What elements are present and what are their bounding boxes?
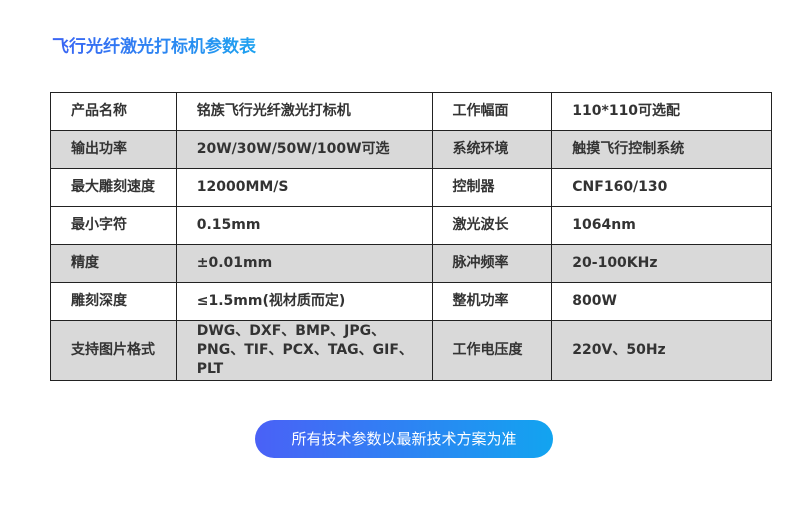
spec-table: 产品名称 铭族飞行光纤激光打标机 工作幅面 110*110可选配 输出功率 20W/30W… <box>50 92 772 381</box>
spec-label: 激光波长 <box>431 206 553 245</box>
spec-label: 输出功率 <box>50 130 177 169</box>
spec-value: 12000MM/S <box>175 168 433 207</box>
spec-label: 产品名称 <box>50 92 177 131</box>
spec-value: 铭族飞行光纤激光打标机 <box>175 92 433 131</box>
spec-label: 系统环境 <box>431 130 553 169</box>
spec-value: DWG、DXF、BMP、JPG、PNG、TIF、PCX、TAG、GIF、PLT <box>175 320 433 381</box>
spec-value: ≤1.5mm(视材质而定) <box>175 282 433 321</box>
tech-note-button[interactable]: 所有技术参数以最新技术方案为准 <box>255 420 553 458</box>
table-row: 支持图片格式 DWG、DXF、BMP、JPG、PNG、TIF、PCX、TAG、GI… <box>50 320 772 381</box>
table-row: 雕刻深度 ≤1.5mm(视材质而定) 整机功率 800W <box>50 282 772 321</box>
page-title: 飞行光纤激光打标机参数表 <box>52 32 256 57</box>
table-row: 产品名称 铭族飞行光纤激光打标机 工作幅面 110*110可选配 <box>50 92 772 131</box>
spec-label: 脉冲频率 <box>431 244 553 283</box>
spec-label: 工作幅面 <box>431 92 553 131</box>
spec-value: CNF160/130 <box>551 168 772 207</box>
table-row: 最小字符 0.15mm 激光波长 1064nm <box>50 206 772 245</box>
spec-label: 最小字符 <box>50 206 177 245</box>
spec-value: ±0.01mm <box>175 244 433 283</box>
spec-label: 雕刻深度 <box>50 282 177 321</box>
spec-value: 20-100KHz <box>551 244 772 283</box>
spec-label: 控制器 <box>431 168 553 207</box>
table-row: 最大雕刻速度 12000MM/S 控制器 CNF160/130 <box>50 168 772 207</box>
spec-value: 800W <box>551 282 772 321</box>
spec-label: 整机功率 <box>431 282 553 321</box>
spec-value: 触摸飞行控制系统 <box>551 130 772 169</box>
spec-value: 110*110可选配 <box>551 92 772 131</box>
spec-value: 1064nm <box>551 206 772 245</box>
spec-label: 支持图片格式 <box>50 320 177 381</box>
table-row: 精度 ±0.01mm 脉冲频率 20-100KHz <box>50 244 772 283</box>
spec-label: 精度 <box>50 244 177 283</box>
spec-value: 220V、50Hz <box>551 320 772 381</box>
spec-label: 工作电压度 <box>431 320 553 381</box>
spec-value: 20W/30W/50W/100W可选 <box>175 130 433 169</box>
spec-label: 最大雕刻速度 <box>50 168 177 207</box>
table-row: 输出功率 20W/30W/50W/100W可选 系统环境 触摸飞行控制系统 <box>50 130 772 169</box>
spec-value: 0.15mm <box>175 206 433 245</box>
